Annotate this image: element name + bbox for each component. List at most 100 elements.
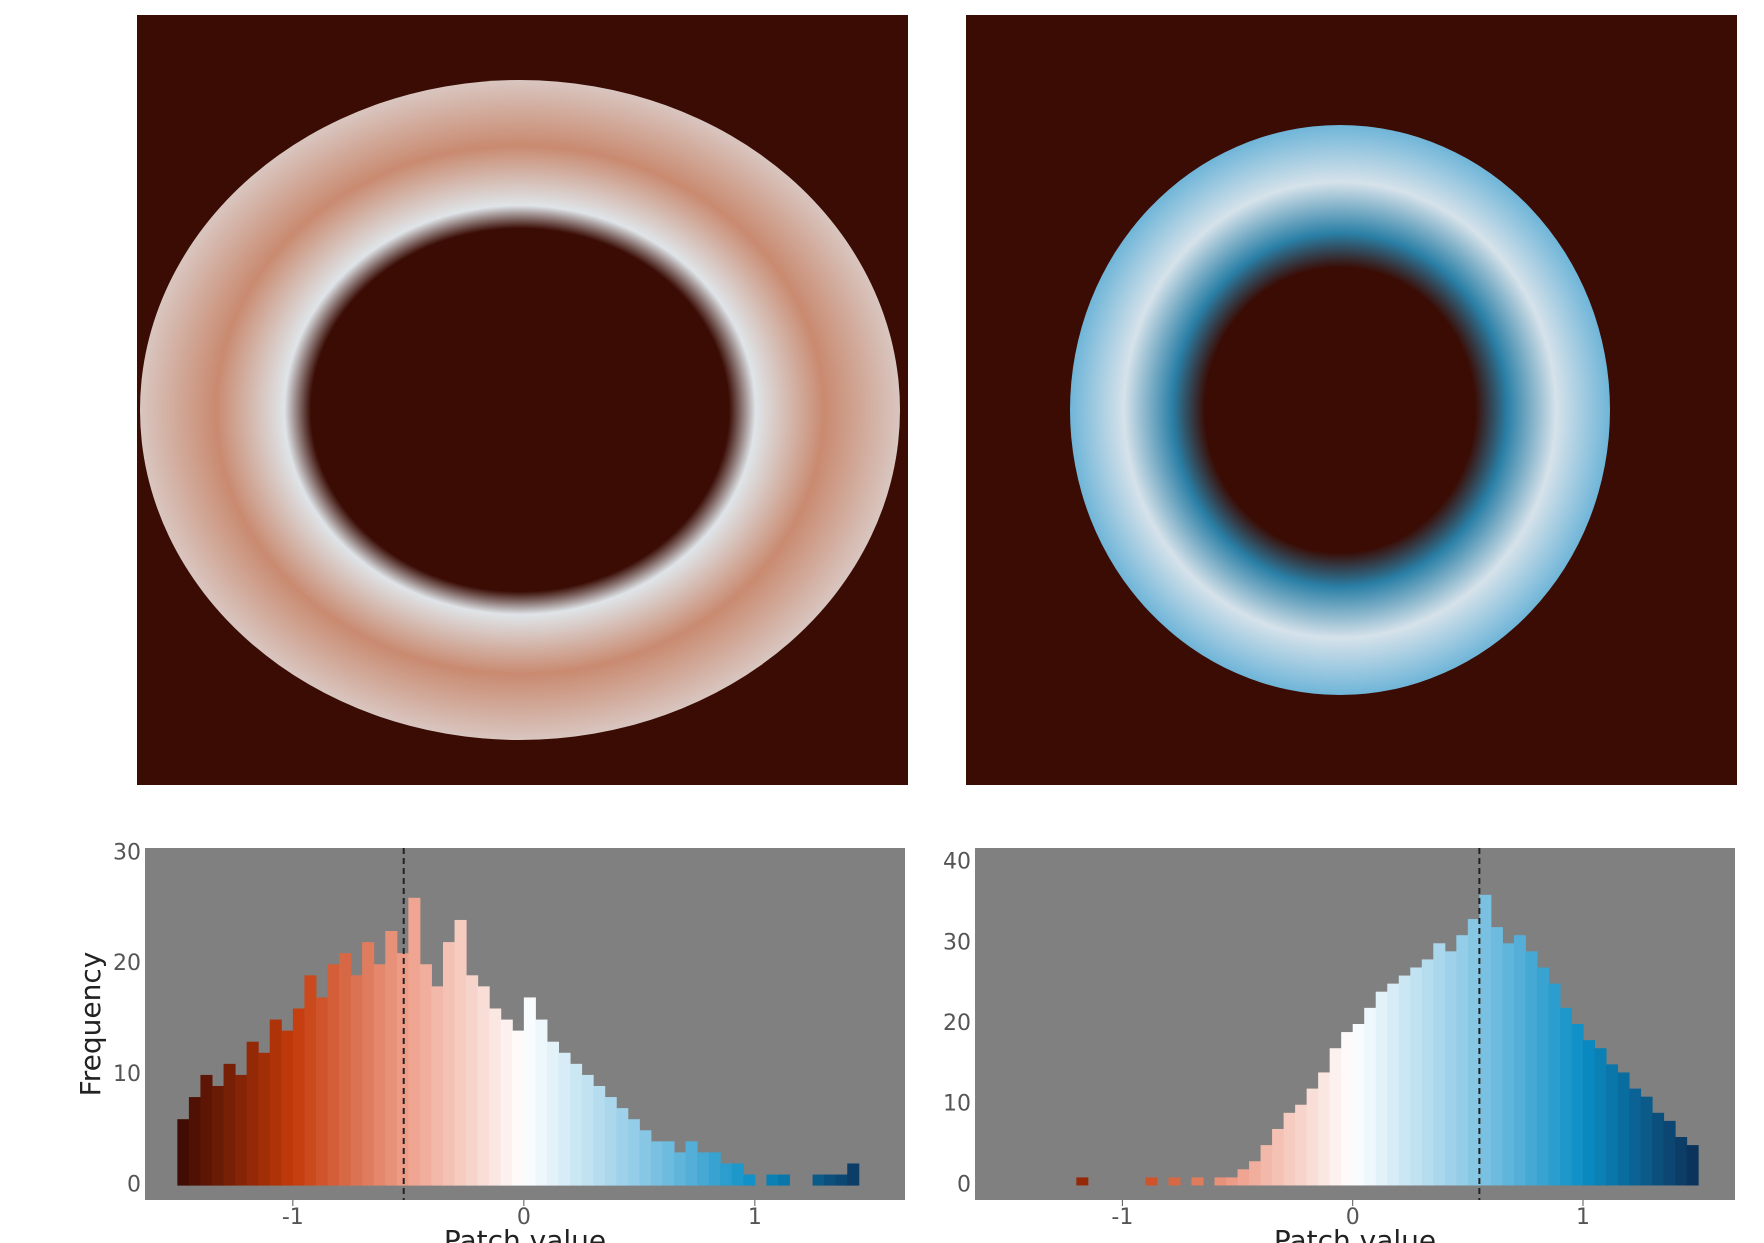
bar xyxy=(270,1020,282,1186)
bar xyxy=(1433,943,1445,1185)
y-axis-label: Frequency xyxy=(74,952,107,1097)
bar xyxy=(1330,1048,1342,1185)
bar xyxy=(281,1031,293,1186)
figure: -1010102030Patch valueFrequency-10101020… xyxy=(0,0,1764,1243)
bar xyxy=(489,1009,501,1186)
bar xyxy=(1261,1145,1273,1185)
bar xyxy=(374,964,386,1185)
bar xyxy=(512,1031,524,1186)
y-tick-label: 20 xyxy=(113,951,141,976)
bar xyxy=(1479,895,1491,1186)
bar xyxy=(189,1097,201,1186)
bar xyxy=(616,1108,628,1185)
bar xyxy=(212,1086,224,1186)
bar xyxy=(1249,1161,1261,1185)
bar xyxy=(385,931,397,1186)
bar xyxy=(501,1020,513,1186)
x-axis-label: Patch value xyxy=(444,1224,606,1243)
bar xyxy=(1491,927,1503,1185)
bar xyxy=(235,1075,247,1186)
bar xyxy=(1168,1177,1180,1185)
y-tick-label: 0 xyxy=(127,1173,141,1198)
bar xyxy=(1272,1129,1284,1186)
bar xyxy=(674,1152,686,1185)
bar xyxy=(1548,984,1560,1186)
bar xyxy=(570,1064,582,1186)
bar xyxy=(1514,935,1526,1185)
bar xyxy=(1399,976,1411,1186)
bar xyxy=(1191,1177,1203,1185)
bar xyxy=(247,1042,259,1186)
y-tick-label: 30 xyxy=(943,930,971,955)
bar xyxy=(743,1175,755,1186)
x-tick-label: 1 xyxy=(1576,1205,1590,1230)
bar xyxy=(1502,943,1514,1185)
bar xyxy=(1595,1048,1607,1185)
y-tick-label: 30 xyxy=(113,841,141,866)
bar xyxy=(1537,967,1549,1185)
bar xyxy=(1445,951,1457,1185)
bar xyxy=(1341,1032,1353,1185)
bar xyxy=(339,953,351,1185)
bar xyxy=(593,1086,605,1186)
bar xyxy=(720,1163,732,1185)
bar xyxy=(697,1152,709,1185)
bar xyxy=(1410,967,1422,1185)
bar xyxy=(327,964,339,1185)
bar xyxy=(1468,919,1480,1185)
bar xyxy=(1238,1169,1250,1185)
bar xyxy=(258,1053,270,1186)
bar xyxy=(443,942,455,1186)
bar xyxy=(547,1042,559,1186)
bar xyxy=(1226,1177,1238,1185)
bar xyxy=(1387,984,1399,1186)
bar xyxy=(1525,951,1537,1185)
bar xyxy=(478,986,490,1185)
bar xyxy=(420,964,432,1185)
bar xyxy=(1675,1137,1687,1185)
bar xyxy=(316,997,328,1185)
y-tick-label: 0 xyxy=(957,1172,971,1197)
bar xyxy=(535,1020,547,1186)
x-axis-label: Patch value xyxy=(1274,1224,1436,1243)
right-image xyxy=(966,15,1737,785)
bar xyxy=(1571,1024,1583,1185)
bar xyxy=(1641,1097,1653,1186)
bar xyxy=(293,1009,305,1186)
bar xyxy=(582,1075,594,1186)
bar xyxy=(362,942,374,1186)
bar xyxy=(1583,1040,1595,1185)
bar xyxy=(1145,1177,1157,1185)
x-tick-label: -1 xyxy=(282,1205,304,1230)
bar xyxy=(200,1075,212,1186)
bar xyxy=(628,1119,640,1185)
bar xyxy=(1618,1072,1630,1185)
bar xyxy=(177,1119,189,1185)
bar xyxy=(466,975,478,1185)
x-tick-label: 1 xyxy=(748,1205,762,1230)
bar xyxy=(1318,1072,1330,1185)
bar xyxy=(778,1175,790,1186)
bar xyxy=(651,1141,663,1185)
y-tick-label: 10 xyxy=(943,1092,971,1117)
bar xyxy=(1364,1008,1376,1186)
bar xyxy=(1284,1113,1296,1186)
y-tick-label: 40 xyxy=(943,850,971,875)
bar xyxy=(524,997,536,1185)
bar xyxy=(1664,1121,1676,1186)
bar xyxy=(709,1152,721,1185)
bar xyxy=(1422,959,1434,1185)
bar xyxy=(847,1163,859,1185)
bar xyxy=(1376,992,1388,1186)
bar xyxy=(662,1141,674,1185)
bar xyxy=(686,1141,698,1185)
bar xyxy=(1076,1177,1088,1185)
bar xyxy=(639,1130,651,1185)
bar xyxy=(1652,1113,1664,1186)
bar xyxy=(455,920,467,1186)
bar xyxy=(1215,1177,1227,1185)
x-tick-label: -1 xyxy=(1111,1205,1133,1230)
bar xyxy=(304,975,316,1185)
y-tick-label: 20 xyxy=(943,1011,971,1036)
bar xyxy=(408,898,420,1186)
